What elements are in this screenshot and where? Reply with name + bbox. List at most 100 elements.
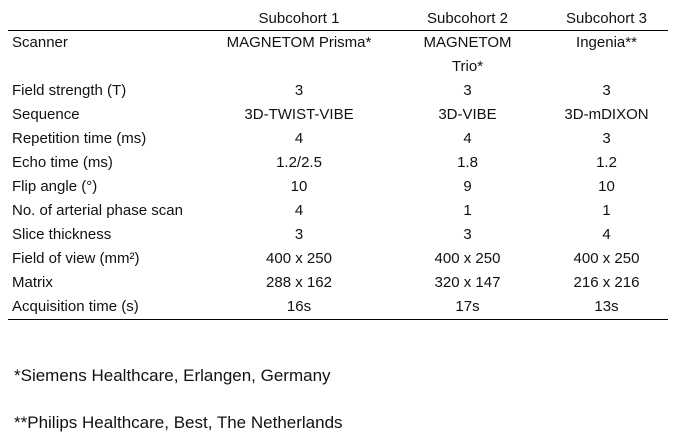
- cell-text: 3: [602, 130, 611, 147]
- cell: 4: [545, 223, 668, 247]
- row-label: Repetition time (ms): [8, 127, 208, 151]
- row-label: Acquisition time (s): [8, 295, 208, 320]
- cell-text: 3: [463, 82, 472, 99]
- cell-text: 400 x 250: [573, 250, 640, 267]
- cell: MAGNETOM Trio*: [390, 31, 545, 80]
- cell: 400 x 250: [545, 247, 668, 271]
- data-table: Subcohort 1 Subcohort 2 Subcohort 3 Scanne…: [8, 6, 668, 320]
- table-row: Sequence 3D-TWIST-VIBE 3D-VIBE 3D-mDIXON: [8, 103, 668, 127]
- cell: 3: [545, 127, 668, 151]
- cell-text: 3: [602, 82, 611, 99]
- cell-text: Field strength (T): [12, 82, 127, 99]
- cell-text: No. of arterial phase scan: [12, 202, 183, 219]
- cell-text: 4: [294, 130, 304, 147]
- row-label: Flip angle (°): [8, 175, 208, 199]
- cell-text: 1.2: [596, 154, 617, 171]
- cell: 1: [545, 199, 668, 223]
- footnote: *Siemens Healthcare, Erlangen, Germany: [14, 366, 331, 385]
- cell-text: 4: [463, 130, 472, 147]
- cell-text: Ingenia**: [576, 34, 637, 51]
- row-label: Scanner: [8, 31, 208, 80]
- cell-text: 400 x 250: [434, 250, 501, 267]
- cell-text: 17s: [455, 298, 480, 315]
- cell-text: 10: [598, 178, 615, 195]
- cell: 10: [208, 175, 390, 199]
- cell: 3D-VIBE: [390, 103, 545, 127]
- cell-text: 3D-mDIXON: [564, 106, 649, 123]
- cell: 9: [390, 175, 545, 199]
- cell-text: Slice thickness: [12, 226, 112, 243]
- cell: 4: [208, 199, 390, 223]
- cell-text: 1.2/2.5: [276, 154, 322, 171]
- cell-text: 400 x 250: [266, 250, 332, 267]
- column-header: Subcohort 1: [208, 6, 390, 31]
- cell: 320 x 147: [390, 271, 545, 295]
- cell: 1.8: [390, 151, 545, 175]
- cell-text: 3: [294, 82, 304, 99]
- footnote: **Philips Healthcare, Best, The Netherla…: [14, 413, 343, 432]
- cell: 3D-mDIXON: [545, 103, 668, 127]
- cell-text: MAGNETOM Prisma*: [226, 34, 372, 51]
- table-row: Matrix 288 x 162 320 x 147 216 x 216: [8, 271, 668, 295]
- cell: 1.2/2.5: [208, 151, 390, 175]
- cell-text: Field of view (mm²): [12, 250, 140, 267]
- cell-text: Acquisition time (s): [12, 298, 139, 315]
- table-row: Repetition time (ms) 4 4 3: [8, 127, 668, 151]
- cell: 3: [390, 79, 545, 103]
- column-header: Subcohort 3: [545, 6, 668, 31]
- cell: 13s: [545, 295, 668, 320]
- cell-text: 3D-VIBE: [438, 106, 497, 123]
- cell: 3: [545, 79, 668, 103]
- table-header: Subcohort 1 Subcohort 2 Subcohort 3: [8, 6, 668, 31]
- row-label: Echo time (ms): [8, 151, 208, 175]
- row-label: Slice thickness: [8, 223, 208, 247]
- table-row: Flip angle (°) 10 9 10: [8, 175, 668, 199]
- cell: 17s: [390, 295, 545, 320]
- table-body: Scanner MAGNETOM Prisma* MAGNETOM Trio* Ing…: [8, 31, 668, 320]
- cell-text: 13s: [594, 298, 619, 315]
- cell: 4: [390, 127, 545, 151]
- cell-text: 288 x 162: [266, 274, 332, 291]
- row-label: Sequence: [8, 103, 208, 127]
- row-label: Field of view (mm²): [8, 247, 208, 271]
- cell-text: 4: [294, 202, 304, 219]
- cell-text: 9: [463, 178, 472, 195]
- column-header: Subcohort 2: [390, 6, 545, 31]
- cell: 3: [208, 79, 390, 103]
- cell-text: 10: [290, 178, 308, 195]
- table-row: Echo time (ms) 1.2/2.5 1.8 1.2: [8, 151, 668, 175]
- cell: 1: [390, 199, 545, 223]
- row-label: Field strength (T): [8, 79, 208, 103]
- cell-text: 1: [602, 202, 611, 219]
- cell-text: Matrix: [12, 274, 53, 291]
- cell: 3D-TWIST-VIBE: [208, 103, 390, 127]
- cell-text: Sequence: [12, 106, 80, 123]
- row-label: Matrix: [8, 271, 208, 295]
- cell: 16s: [208, 295, 390, 320]
- table-row: Scanner MAGNETOM Prisma* MAGNETOM Trio* Ing…: [8, 31, 668, 80]
- table-row: Field strength (T) 3 3 3: [8, 79, 668, 103]
- cell-text: Repetition time (ms): [12, 130, 147, 147]
- cell-text: 3: [463, 226, 472, 243]
- row-label: No. of arterial phase scan: [8, 199, 208, 223]
- cell: 1.2: [545, 151, 668, 175]
- cell-text: MAGNETOM Trio*: [423, 34, 512, 75]
- cell: 3: [208, 223, 390, 247]
- cell-text: 1: [463, 202, 472, 219]
- cell: 288 x 162: [208, 271, 390, 295]
- cell-text: 320 x 147: [434, 274, 501, 291]
- cell-text: 3: [294, 226, 304, 243]
- cell-text: 3D-TWIST-VIBE: [244, 106, 354, 123]
- cell-text: 1.8: [457, 154, 478, 171]
- cell-text: 216 x 216: [573, 274, 640, 291]
- header-row: Subcohort 1 Subcohort 2 Subcohort 3: [8, 6, 668, 31]
- cell: 10: [545, 175, 668, 199]
- cell: 400 x 250: [390, 247, 545, 271]
- table-row: Acquisition time (s) 16s 17s 13s: [8, 295, 668, 320]
- cell: Ingenia**: [545, 31, 668, 80]
- cell: 4: [208, 127, 390, 151]
- cell-text: Flip angle (°): [12, 178, 98, 195]
- cell: 216 x 216: [545, 271, 668, 295]
- cell-text: 4: [602, 226, 611, 243]
